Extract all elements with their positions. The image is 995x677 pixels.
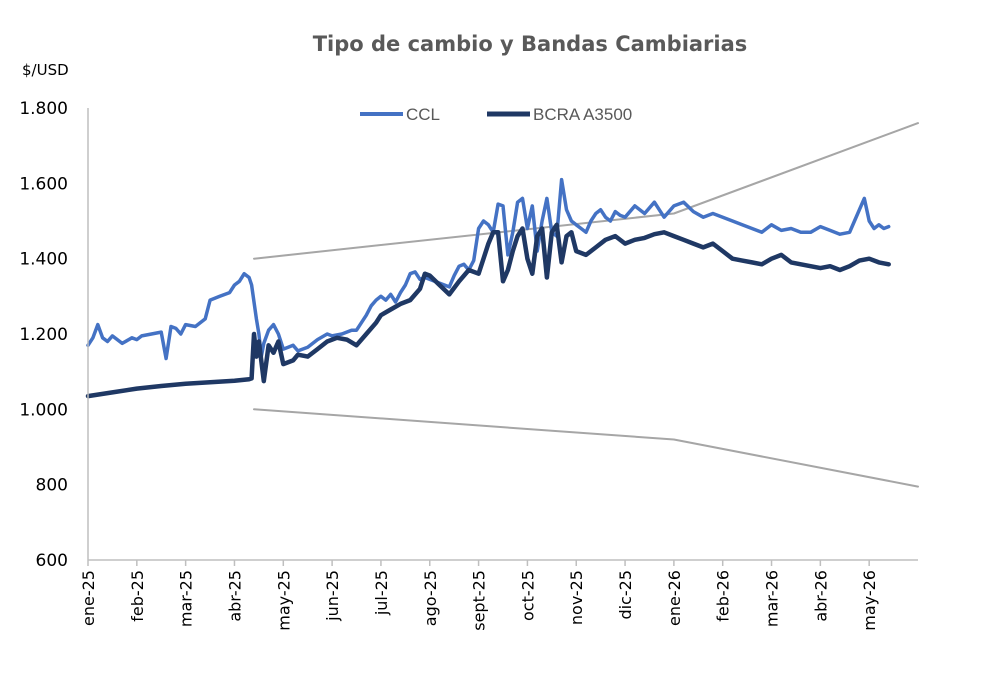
series-line-upper-band bbox=[253, 122, 919, 260]
x-tick-label: ene-25 bbox=[79, 570, 98, 626]
y-tick-label: 600 bbox=[36, 551, 68, 571]
series-line-ccl bbox=[86, 177, 891, 361]
x-tick-label: abr-25 bbox=[225, 570, 244, 622]
x-tick-label: jun-25 bbox=[323, 570, 342, 622]
chart-title: Tipo de cambio y Bandas Cambiarias bbox=[313, 32, 748, 56]
series-line-bcra-a3500 bbox=[85, 222, 891, 399]
y-tick-label: 1.400 bbox=[19, 250, 68, 270]
x-tick-label: feb-25 bbox=[128, 570, 147, 622]
x-tick-label: abr-26 bbox=[811, 570, 830, 622]
legend-ccl-label: CCL bbox=[406, 105, 440, 124]
legend-bcra-label: BCRA A3500 bbox=[533, 105, 632, 124]
x-tick-label: ago-25 bbox=[421, 570, 440, 626]
y-tick-label: 1.000 bbox=[19, 400, 68, 420]
x-tick-label: feb-26 bbox=[714, 570, 733, 622]
y-tick-label: 800 bbox=[36, 476, 68, 496]
x-tick-label: mar-25 bbox=[177, 570, 196, 627]
y-tick-label: 1.200 bbox=[19, 325, 68, 345]
y-tick-label: 1.800 bbox=[19, 99, 68, 119]
x-ticks: ene-25 feb-25 mar-25 abr-25 may-25 jun-25 jul-… bbox=[79, 560, 879, 631]
legend: CCL BCRA A3500 bbox=[360, 105, 632, 124]
x-tick-label: mar-26 bbox=[763, 570, 782, 627]
x-tick-label: may-25 bbox=[274, 570, 293, 631]
x-tick-label: may-26 bbox=[860, 570, 879, 631]
y-tick-label: 1.600 bbox=[19, 174, 68, 194]
series-layer bbox=[85, 122, 919, 488]
x-tick-label: ene-26 bbox=[665, 570, 684, 626]
x-tick-label: sept-25 bbox=[470, 570, 489, 631]
x-tick-label: jul-25 bbox=[372, 570, 391, 616]
series-line-lower-band bbox=[253, 408, 919, 488]
x-tick-label: dic-25 bbox=[616, 570, 635, 620]
x-tick-label: nov-25 bbox=[567, 570, 586, 625]
y-axis-unit: $/USD bbox=[22, 61, 69, 79]
x-tick-label: oct-25 bbox=[518, 570, 537, 621]
y-ticks: 1.800 1.600 1.400 1.200 1.000 800 600 bbox=[19, 99, 68, 571]
